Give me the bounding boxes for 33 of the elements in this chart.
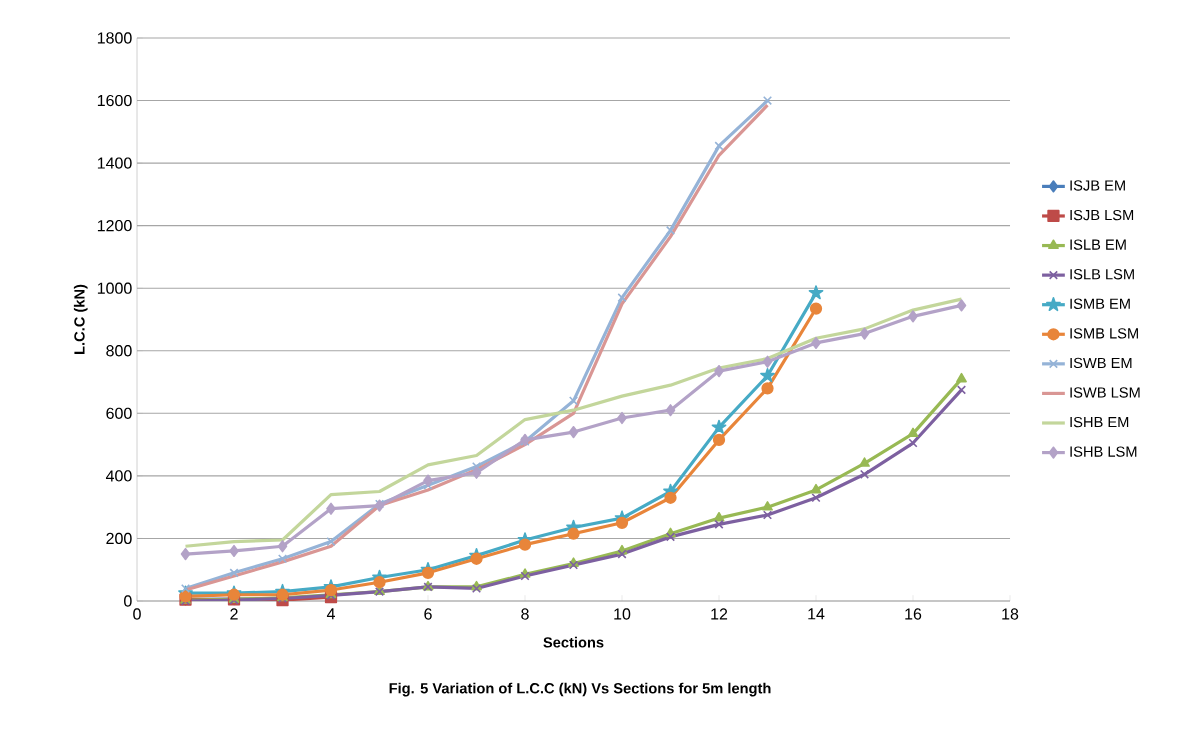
x-tick-label: 14 <box>808 608 825 620</box>
x-tick-label: 18 <box>1002 608 1019 620</box>
legend-label: ISLB EM <box>1070 239 1126 250</box>
y-tick-label: 1400 <box>97 157 132 169</box>
y-tick-label: 0 <box>124 595 132 607</box>
legend-label: ISJB LSM <box>1070 209 1134 221</box>
y-tick-label: 400 <box>105 470 132 482</box>
caption: Fig. 5 Variation of L.C.C (kN) Vs Sections for 5m length <box>389 682 771 697</box>
y-tick-label: 1600 <box>97 94 132 107</box>
x-tick-label: 4 <box>326 608 335 620</box>
y-tick-label: 200 <box>106 532 132 545</box>
x-tick-label: 10 <box>614 608 631 620</box>
legend-label: ISMB EM <box>1070 298 1130 309</box>
legend-label: ISLB LSM <box>1070 269 1134 280</box>
legend-label: ISJB EM <box>1070 180 1125 191</box>
x-tick-label: 6 <box>424 608 432 620</box>
y-tick-label: 1000 <box>97 282 132 294</box>
x-tick-label: 16 <box>905 608 922 620</box>
y-axis-title: L.C.C (kN) <box>73 284 88 354</box>
y-tick-label: 600 <box>106 407 132 419</box>
legend-label: ISHB EM <box>1070 416 1129 428</box>
y-tick-label: 1200 <box>97 220 132 232</box>
x-tick-label: 8 <box>521 608 529 620</box>
legend-label: ISWB EM <box>1070 357 1132 369</box>
legend-label: ISHB LSM <box>1070 446 1137 457</box>
x-tick-label: 0 <box>133 608 141 620</box>
y-tick-label: 800 <box>106 345 132 357</box>
legend-label: ISMB LSM <box>1070 328 1138 339</box>
legend-label: ISWB LSM <box>1070 387 1140 398</box>
y-tick-label: 1800 <box>97 32 132 44</box>
x-axis-title: Sections <box>543 636 604 648</box>
x-tick-label: 12 <box>711 608 728 620</box>
x-tick-label: 2 <box>230 608 238 620</box>
